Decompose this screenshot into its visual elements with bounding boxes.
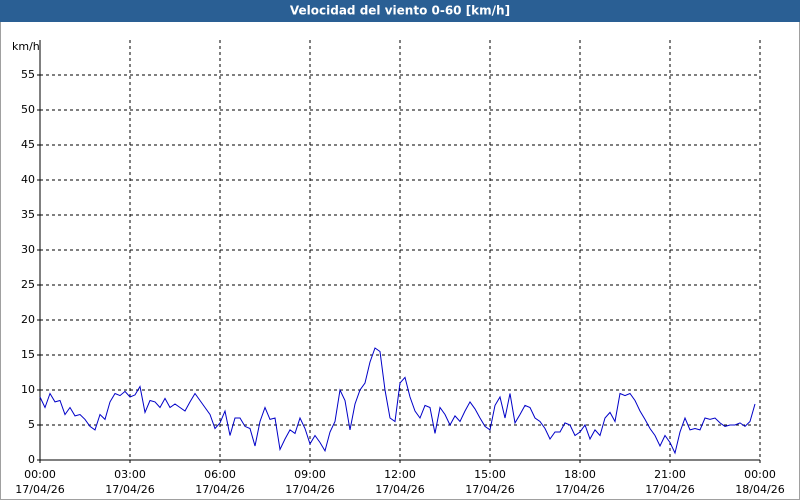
x-tick-date: 17/04/26: [195, 483, 244, 496]
title-bar: [0, 0, 800, 22]
x-tick-label: 00:00: [24, 468, 56, 481]
y-tick-label: 45: [21, 138, 35, 151]
y-tick-label: 40: [21, 173, 35, 186]
y-tick-label: 0: [28, 453, 35, 466]
y-tick-label: 30: [21, 243, 35, 256]
y-tick-label: 5: [28, 418, 35, 431]
chart-title: Velocidad del viento 0-60 [km/h]: [290, 4, 510, 18]
x-tick-label: 06:00: [204, 468, 236, 481]
x-tick-label: 03:00: [114, 468, 146, 481]
x-tick-date: 17/04/26: [285, 483, 334, 496]
y-tick-label: 15: [21, 348, 35, 361]
x-tick-label: 09:00: [294, 468, 326, 481]
x-tick-label: 15:00: [474, 468, 506, 481]
x-tick-date: 17/04/26: [105, 483, 154, 496]
x-tick-label: 00:00: [744, 468, 776, 481]
x-tick-date: 17/04/26: [555, 483, 604, 496]
y-tick-label: 55: [21, 68, 35, 81]
x-tick-label: 21:00: [654, 468, 686, 481]
y-tick-label: 20: [21, 313, 35, 326]
data-line: [39, 347, 756, 455]
x-tick-date: 17/04/26: [645, 483, 694, 496]
x-tick-date: 17/04/26: [375, 483, 424, 496]
x-tick-label: 18:00: [564, 468, 596, 481]
y-tick-label: 10: [21, 383, 35, 396]
x-tick-date: 17/04/26: [465, 483, 514, 496]
y-tick-label: 50: [21, 103, 35, 116]
x-tick-date: 17/04/26: [15, 483, 64, 496]
y-tick-label: 25: [21, 278, 35, 291]
x-tick-label: 12:00: [384, 468, 416, 481]
x-tick-date: 18/04/26: [735, 483, 784, 496]
y-axis-label: km/h: [12, 40, 40, 53]
y-tick-label: 35: [21, 208, 35, 221]
